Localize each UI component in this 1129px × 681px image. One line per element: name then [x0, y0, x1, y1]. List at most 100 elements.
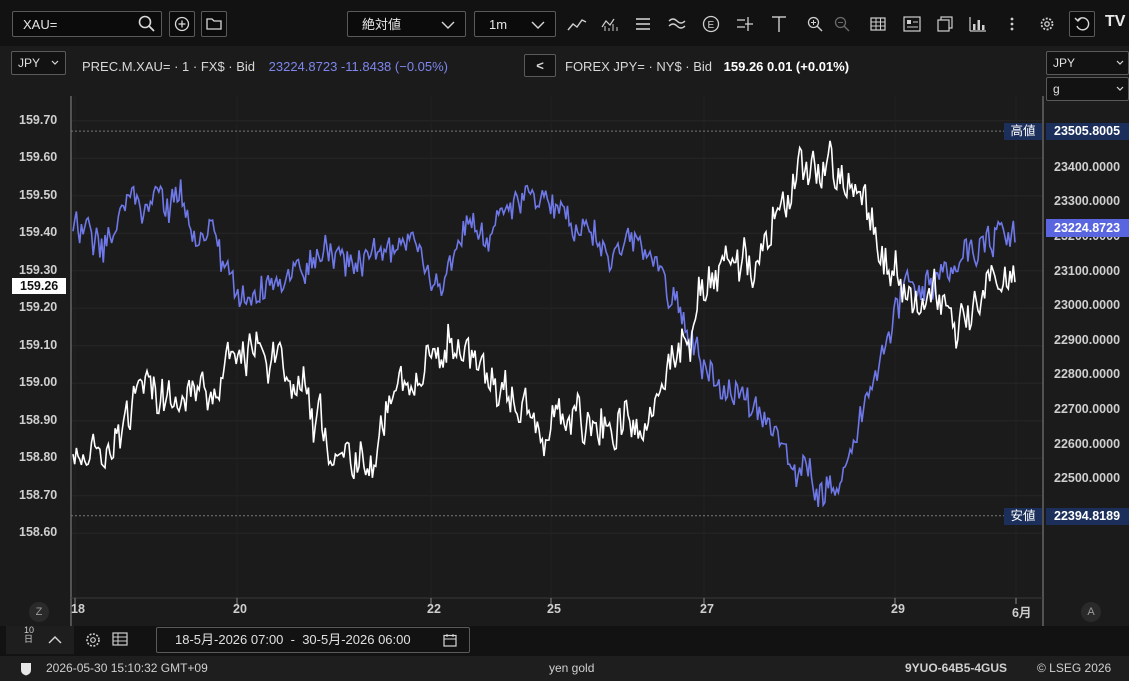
x-axis-tick-label: 20: [233, 602, 247, 616]
chevron-down-icon: [51, 60, 59, 65]
right-unit-select[interactable]: g: [1046, 77, 1129, 101]
status-code: 9YUO-64B5-4GUS: [905, 661, 1008, 675]
table-icon[interactable]: [867, 13, 889, 35]
chevron-down-icon: [1116, 86, 1124, 91]
symbol-input[interactable]: XAU=: [12, 11, 162, 37]
scroll-left-button[interactable]: Z: [29, 602, 49, 622]
left-axis-tick-label: 159.50: [19, 187, 58, 202]
legend-series-1-values: 23224.8723 -11.8438 (−0.05%): [268, 59, 449, 74]
x-axis-tick-label: 29: [891, 602, 905, 616]
right-axis-tick-label: 23400.0000: [1054, 159, 1121, 174]
status-bar: 2026-05-30 15:10:32 GMT+09 yen gold 9YUO…: [0, 656, 1129, 681]
status-copyright: © LSEG 2026: [1037, 661, 1112, 675]
right-axis-tick-label: 23000.0000: [1054, 298, 1121, 313]
legend-series-1: PREC.M.XAU= · 1 · FX$ · Bid 23224.8723 -…: [82, 59, 448, 74]
more-vertical-icon[interactable]: [1001, 13, 1023, 35]
symbol-input-value: XAU=: [23, 17, 58, 32]
top-toolbar: XAU= 絶対値 1m E TV: [0, 0, 1129, 46]
tv-logo: TV: [1105, 13, 1126, 30]
left-axis-tick-label: 158.90: [19, 412, 58, 427]
price-chart[interactable]: [0, 46, 1129, 626]
series-jpy-line: [72, 140, 1016, 480]
shield-icon: [21, 663, 31, 676]
left-axis-tick-label: 159.70: [19, 112, 58, 127]
right-axis-tick-label: 22600.0000: [1054, 436, 1121, 451]
right-axis-tick-label: 22800.0000: [1054, 367, 1121, 382]
right-axis-tick-label: 22900.0000: [1054, 332, 1121, 347]
calendar-icon: [443, 634, 457, 647]
left-axis-tick-label: 158.80: [19, 450, 58, 465]
chart-area: JPY JPY g PREC.M.XAU= · 1 · FX$ · Bid 23…: [0, 46, 1129, 626]
settings-icon[interactable]: [84, 631, 102, 649]
legend-series-1-name: PREC.M.XAU= · 1 · FX$ · Bid: [82, 59, 256, 74]
left-axis-tick-label: 159.00: [19, 375, 58, 390]
chevron-down-icon: [531, 21, 545, 29]
x-axis-tick-label: 6月: [1012, 606, 1032, 620]
date-range-value: 18-5月-2026 07:00 - 30-5月-2026 06:00: [175, 632, 411, 647]
chevron-down-icon: [441, 21, 455, 29]
low-tag: 安値: [1004, 507, 1042, 525]
chevron-up-icon: [48, 636, 62, 644]
left-axis-tick-label: 159.10: [19, 337, 58, 352]
text-tool-icon[interactable]: [768, 13, 790, 35]
date-range-input[interactable]: 18-5月-2026 07:00 - 30-5月-2026 06:00: [156, 627, 470, 653]
open-folder-button[interactable]: [201, 11, 227, 37]
grid-icon[interactable]: [112, 632, 130, 648]
low-value-label: 22394.8189: [1046, 507, 1129, 525]
mode-select-value: 絶対値: [362, 17, 402, 32]
legend-series-2-values: 159.26 0.01 (+0.01%): [723, 59, 850, 74]
left-axis-tick-label: 158.70: [19, 487, 58, 502]
list-icon[interactable]: [632, 13, 654, 35]
wave-icon[interactable]: [666, 13, 688, 35]
indicator-icon[interactable]: [599, 13, 621, 35]
zoom-out-icon[interactable]: [831, 13, 853, 35]
x-axis-tick-label: 27: [700, 602, 714, 616]
add-symbol-button[interactable]: [169, 11, 195, 37]
gear-icon[interactable]: [1036, 13, 1058, 35]
interval-select[interactable]: 1m: [474, 11, 556, 37]
mode-select[interactable]: 絶対値: [347, 11, 466, 37]
crosshair-line-icon[interactable]: [734, 13, 756, 35]
zoom-in-icon[interactable]: [804, 13, 826, 35]
bottom-toolbar: 10 日 18-5月-2026 07:00 - 30-5月-2026 06:00: [0, 626, 1129, 656]
high-value-label: 23505.8005: [1046, 123, 1129, 141]
search-icon[interactable]: [137, 14, 157, 34]
event-icon[interactable]: E: [700, 13, 722, 35]
legend-series-2-name: FOREX JPY= · NY$ · Bid: [565, 59, 713, 74]
left-currency-select[interactable]: JPY: [11, 51, 66, 75]
high-tag: 高値: [1004, 123, 1042, 141]
interval-select-value: 1m: [489, 17, 508, 32]
period-label: 10 日: [24, 625, 35, 644]
left-currency-value: JPY: [18, 56, 41, 70]
left-axis-tick-label: 159.20: [19, 300, 58, 315]
x-axis-tick-label: 25: [547, 602, 561, 616]
plus-circle-icon: [174, 16, 190, 32]
right-axis-tick-label: 22700.0000: [1054, 402, 1121, 417]
svg-text:E: E: [708, 20, 715, 31]
x-axis-tick-label: 22: [427, 602, 441, 616]
right-currency-value: JPY: [1053, 56, 1076, 70]
right-unit-value: g: [1053, 82, 1060, 96]
legend-series-2: FOREX JPY= · NY$ · Bid 159.26 0.01 (+0.0…: [565, 59, 849, 74]
right-current-price-label: 23224.8723: [1046, 219, 1129, 238]
left-axis-tick-label: 159.60: [19, 150, 58, 165]
left-axis-tick-label: 159.30: [19, 262, 58, 277]
chevron-down-icon: [1116, 60, 1124, 65]
layout-icon[interactable]: [901, 13, 923, 35]
status-timestamp: 2026-05-30 15:10:32 GMT+09: [46, 661, 208, 675]
reset-button[interactable]: [1069, 11, 1095, 37]
legend-collapse-button[interactable]: <: [524, 54, 556, 77]
undo-icon: [1074, 17, 1090, 31]
right-currency-select[interactable]: JPY: [1046, 51, 1129, 75]
chevron-left-icon: <: [536, 58, 544, 73]
left-axis-tick-label: 158.60: [19, 525, 58, 540]
line-chart-icon[interactable]: [566, 13, 588, 35]
right-axis-tick-label: 22500.0000: [1054, 471, 1121, 486]
right-axis-tick-label: 23300.0000: [1054, 194, 1121, 209]
copy-icon[interactable]: [934, 13, 956, 35]
folder-icon: [206, 18, 222, 30]
period-control[interactable]: 10 日: [6, 626, 74, 654]
right-axis-tick-label: 23100.0000: [1054, 263, 1121, 278]
bar-chart-icon[interactable]: [967, 13, 989, 35]
scroll-right-button[interactable]: A: [1081, 602, 1101, 622]
